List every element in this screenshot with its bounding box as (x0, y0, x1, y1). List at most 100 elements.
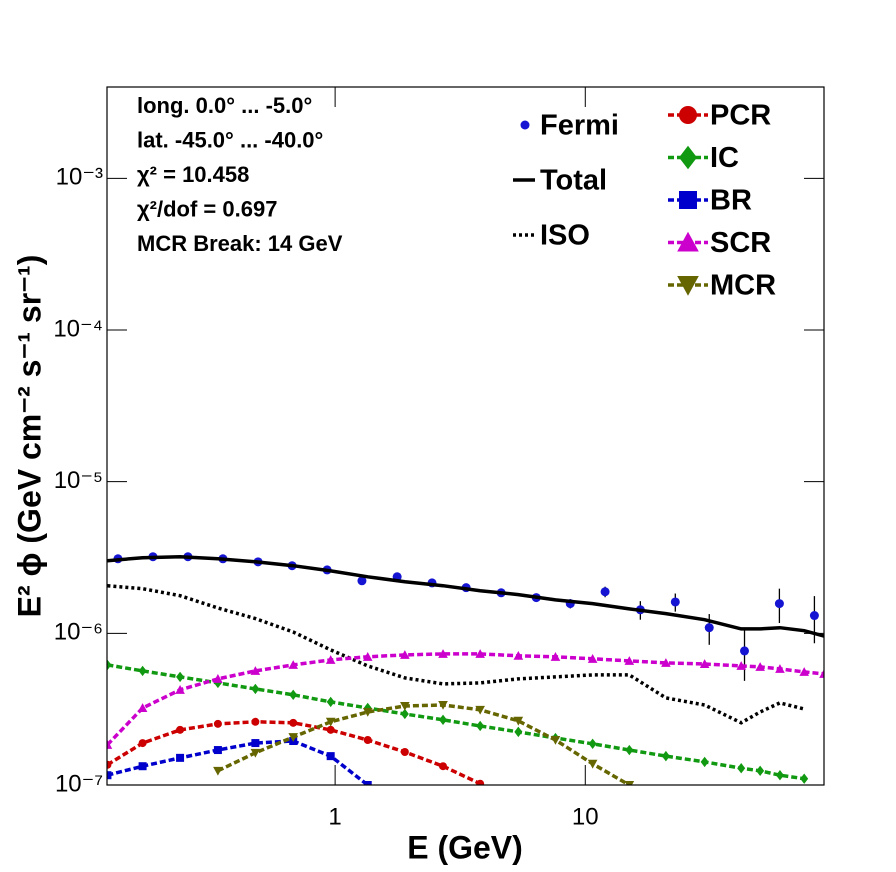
x-tick-label: 10 (572, 803, 599, 830)
marker (137, 703, 148, 712)
marker (587, 654, 598, 663)
legend-label: Total (540, 165, 607, 197)
y-axis-title: E² ϕ (GeV cm⁻² s⁻¹ sr⁻¹) (11, 255, 47, 618)
legend-label: PCR (710, 100, 771, 132)
annotation: lat. -45.0° ... -40.0° (137, 127, 323, 152)
marker (176, 725, 185, 734)
marker (475, 649, 485, 658)
y-tick-label: 10⁻⁶ (54, 619, 103, 646)
series-line (107, 583, 805, 725)
marker (819, 669, 824, 678)
marker (550, 736, 561, 745)
legend-marker (679, 145, 697, 170)
marker (737, 763, 746, 774)
marker (600, 587, 610, 597)
marker (363, 781, 372, 785)
marker (357, 576, 367, 586)
legend-label: MCR (710, 270, 776, 302)
marker (756, 765, 765, 777)
marker (363, 736, 372, 745)
marker (625, 744, 634, 756)
annotation: χ²/dof = 0.697 (137, 196, 277, 221)
legend-label: ISO (540, 220, 590, 252)
marker (476, 779, 485, 785)
marker (288, 660, 299, 669)
annotation: MCR Break: 14 GeV (137, 231, 343, 256)
marker (175, 685, 185, 694)
marker (700, 756, 709, 768)
marker (138, 762, 147, 771)
marker (176, 753, 185, 762)
marker (587, 759, 598, 769)
legend-label: IC (710, 142, 739, 174)
marker (514, 726, 523, 738)
marker (107, 659, 112, 671)
marker (799, 667, 809, 676)
marker (251, 717, 260, 726)
annotation: long. 0.0° ... -5.0° (137, 93, 312, 118)
marker (550, 652, 561, 661)
marker (213, 746, 222, 755)
marker (400, 748, 409, 757)
marker (326, 696, 335, 708)
series-line (217, 703, 631, 785)
annotation: χ² = 10.458 (137, 162, 249, 187)
legend-marker (679, 106, 697, 124)
marker (138, 665, 147, 677)
marker (774, 599, 784, 609)
marker (326, 752, 335, 761)
marker (475, 705, 485, 715)
x-axis-title: E (GeV) (407, 829, 523, 865)
frame (106, 86, 825, 786)
marker (588, 738, 597, 749)
series-line (107, 554, 824, 638)
marker (513, 650, 524, 660)
marker (251, 739, 260, 748)
marker (362, 707, 373, 717)
marker (513, 716, 524, 726)
legend-label: Fermi (540, 110, 619, 142)
marker (704, 623, 714, 633)
legend-marker (520, 120, 530, 130)
marker (661, 750, 670, 762)
marker (736, 661, 746, 670)
legend-marker (677, 276, 699, 296)
legend-label: BR (710, 185, 752, 217)
y-tick-label: 10⁻⁷ (55, 770, 103, 797)
marker (699, 659, 710, 668)
legend-marker (679, 191, 697, 209)
marker (438, 649, 448, 658)
legend-marker (677, 231, 699, 252)
marker (439, 762, 448, 771)
y-tick-label: 10⁻⁴ (53, 315, 103, 342)
marker (251, 683, 260, 695)
marker (107, 760, 112, 769)
y-tick-label: 10⁻³ (56, 164, 103, 191)
y-tick-label: 10⁻⁵ (54, 467, 103, 494)
marker (624, 781, 635, 785)
marker (809, 611, 819, 621)
marker (661, 658, 671, 667)
marker (362, 652, 373, 661)
marker (670, 597, 680, 607)
marker (325, 655, 336, 664)
marker (176, 671, 185, 683)
marker (400, 650, 410, 659)
marker (400, 701, 410, 711)
marker (326, 725, 335, 734)
marker (438, 700, 448, 710)
marker (325, 717, 336, 727)
x-tick-label: 1 (328, 803, 341, 830)
marker (476, 720, 485, 732)
marker (250, 666, 261, 675)
marker (107, 771, 112, 780)
marker (740, 646, 750, 656)
plot-area (107, 552, 824, 785)
marker (755, 662, 765, 671)
marker (624, 656, 635, 665)
marker (107, 740, 113, 749)
marker (213, 766, 223, 776)
